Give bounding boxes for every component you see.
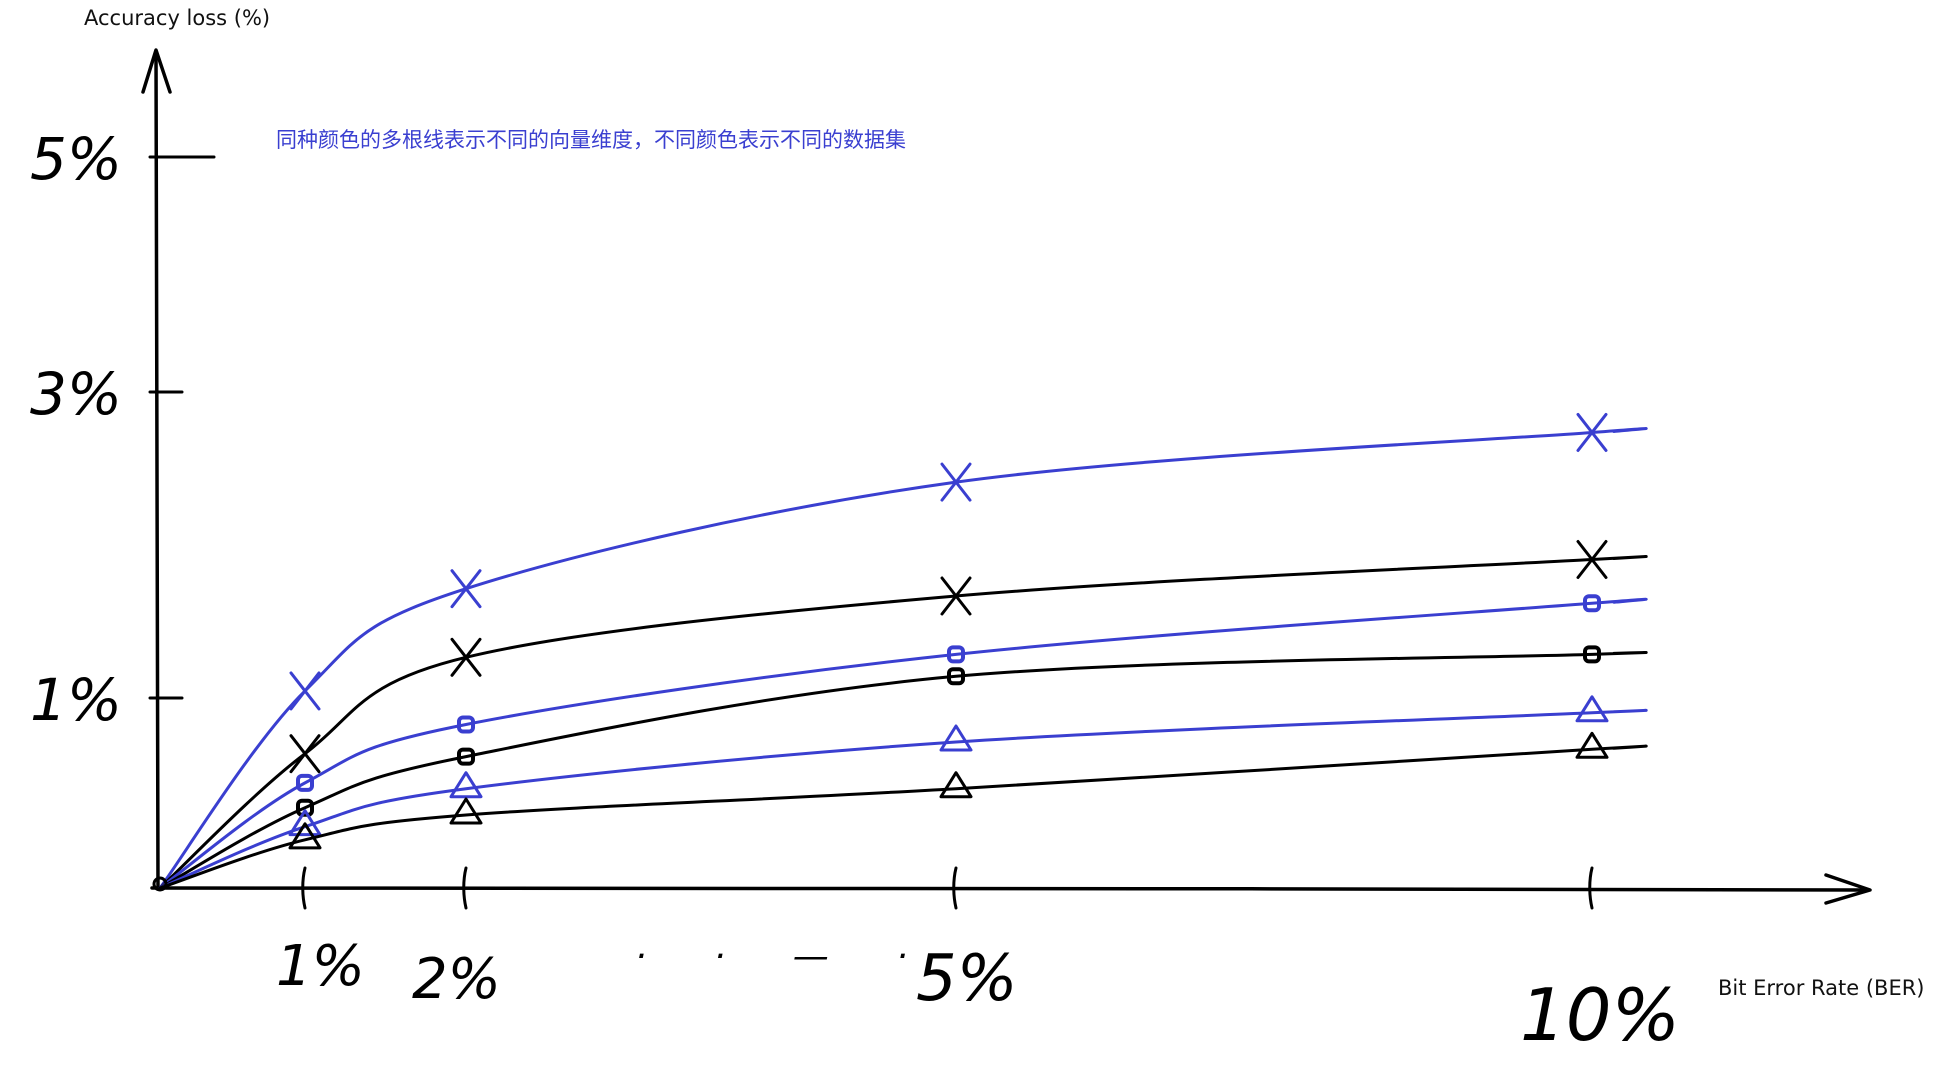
axes: [141, 48, 1872, 905]
data-point-triangle: [449, 797, 483, 825]
data-point-square: [296, 773, 314, 792]
y-axis-label: Accuracy loss (%): [84, 6, 271, 30]
data-point-triangle: [288, 822, 322, 850]
data-point-triangle: [1575, 731, 1609, 759]
data-point-triangle: [939, 724, 973, 752]
series-black-x: [158, 540, 1648, 890]
series-line: [158, 555, 1648, 890]
x-tick-mark: [952, 866, 958, 910]
series-line: [158, 708, 1648, 890]
data-point-square: [1583, 594, 1601, 613]
series-blue-triangle: [158, 695, 1648, 890]
x-axis-line: [150, 886, 1870, 892]
y-tick-label: 3%: [30, 360, 122, 428]
series-line: [158, 744, 1648, 890]
series-black-square: [158, 645, 1648, 890]
series-layer: [152, 412, 1648, 892]
y-axis-line: [153, 50, 160, 890]
data-point-x: [1576, 412, 1608, 452]
data-point-x: [450, 569, 482, 609]
data-point-triangle: [939, 771, 973, 799]
x-tick-label: 1%: [276, 934, 365, 999]
x-tick-mark: [462, 866, 468, 910]
data-point-square: [1583, 645, 1601, 664]
data-point-x: [940, 462, 972, 502]
data-point-x: [450, 637, 482, 677]
series-line: [158, 597, 1648, 890]
x-ticks: 1% 2% 5% 10% · · — ·: [276, 866, 1680, 1057]
data-point-square: [457, 747, 475, 766]
series-blue-square: [158, 594, 1648, 890]
y-ticks: 1% 3% 5%: [30, 125, 216, 734]
data-point-x: [1576, 540, 1608, 579]
series-blue-x: [158, 412, 1648, 890]
x-tick-label: 2%: [412, 947, 501, 1012]
x-axis-label: Bit Error Rate (BER): [1718, 976, 1925, 1000]
x-tick-label: 5%: [916, 942, 1018, 1016]
x-tick-mark: [301, 866, 307, 910]
x-axis-ellipsis: · · — ·: [635, 936, 936, 977]
data-point-square: [457, 715, 475, 734]
x-axis-arrow: [1824, 873, 1872, 905]
origin-mark: [152, 876, 168, 892]
y-axis-arrow: [141, 48, 172, 94]
data-point-x: [289, 734, 321, 774]
data-point-triangle: [449, 771, 483, 799]
series-black-triangle: [158, 731, 1648, 890]
data-point-x: [289, 671, 321, 711]
y-tick-label: 1%: [30, 666, 122, 734]
data-point-triangle: [288, 809, 322, 837]
y-tick-label: 5%: [30, 125, 122, 193]
data-point-x: [940, 576, 972, 616]
data-point-square: [947, 645, 965, 664]
x-tick-mark: [1588, 866, 1594, 910]
data-point-square: [947, 667, 965, 686]
legend-note: 同种颜色的多根线表示不同的向量维度，不同颜色表示不同的数据集: [276, 128, 906, 152]
data-point-triangle: [1575, 695, 1609, 723]
x-tick-label: 10%: [1520, 973, 1680, 1057]
data-point-square: [296, 798, 314, 817]
